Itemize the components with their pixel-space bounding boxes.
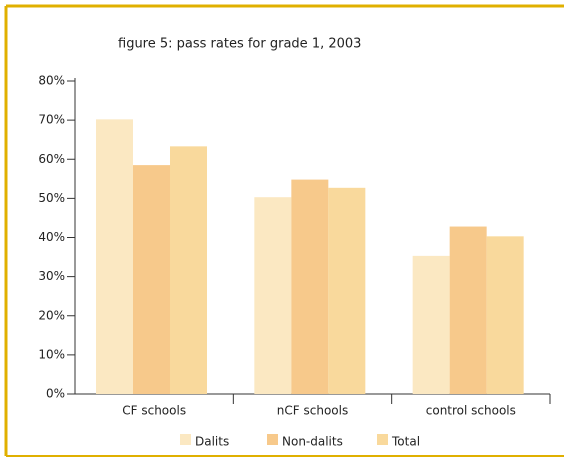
chart-title: figure 5: pass rates for grade 1, 2003 <box>118 37 361 52</box>
y-tick-label: 0% <box>46 387 65 401</box>
legend-label: Total <box>391 435 420 449</box>
bar <box>291 179 329 394</box>
x-tick-label: CF schools <box>122 404 186 418</box>
legend-swatch <box>377 434 388 445</box>
bar <box>328 187 366 394</box>
legend-label: Non-dalits <box>282 435 343 449</box>
bar <box>170 146 207 394</box>
legend-swatch <box>180 434 191 445</box>
y-tick-label: 60% <box>38 152 65 166</box>
bar <box>412 255 450 394</box>
bar <box>254 197 292 394</box>
bar <box>133 165 170 394</box>
y-tick-label: 20% <box>38 308 65 322</box>
bar <box>449 226 487 394</box>
y-tick-label: 80% <box>38 74 65 88</box>
y-tick-label: 10% <box>38 347 65 361</box>
y-tick-label: 70% <box>38 113 65 127</box>
bar <box>96 119 133 394</box>
y-tick-label: 40% <box>38 230 65 244</box>
y-tick-label: 30% <box>38 269 65 283</box>
legend-swatch <box>267 434 278 445</box>
bar <box>486 236 524 394</box>
x-tick-label: nCF schools <box>277 404 348 418</box>
y-tick-label: 50% <box>38 191 65 205</box>
x-tick-label: control schools <box>426 404 516 418</box>
legend-label: Dalits <box>195 435 229 449</box>
